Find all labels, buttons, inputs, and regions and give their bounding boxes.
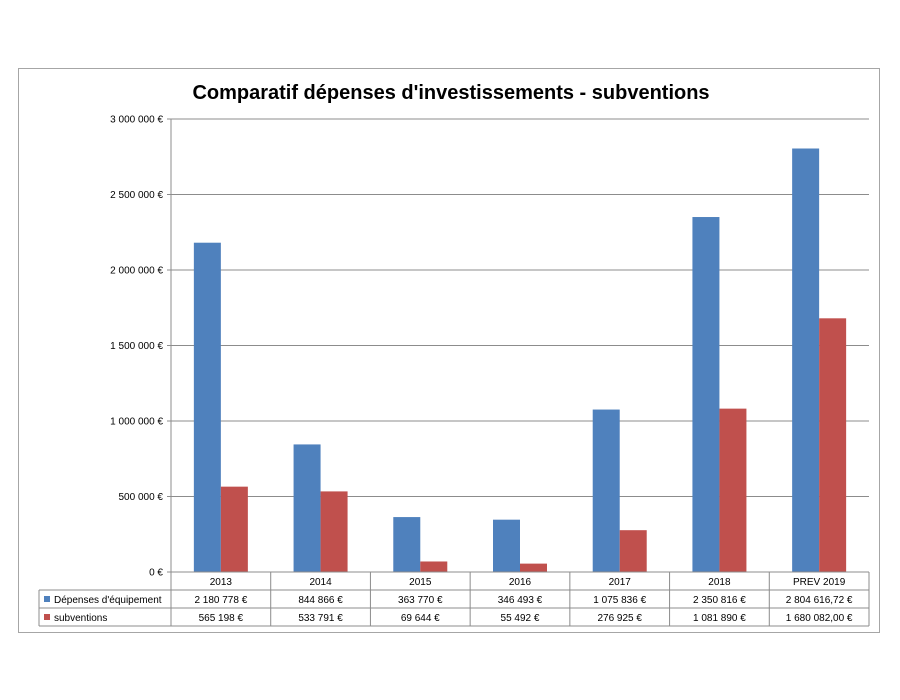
- bar-depenses-equipement: [493, 519, 520, 572]
- gridlines: [171, 118, 869, 497]
- data-label: 533 791 €: [298, 613, 343, 624]
- data-label: 2 804 616,72 €: [786, 595, 853, 606]
- y-tick-label: 500 000 €: [119, 492, 164, 503]
- bar-subventions: [420, 561, 448, 572]
- bar-subventions: [320, 491, 348, 572]
- legend-key: [44, 614, 50, 620]
- data-label: 276 925 €: [597, 613, 642, 624]
- data-label: 2 180 778 €: [194, 595, 247, 606]
- y-tick-label: 1 000 000 €: [110, 417, 163, 428]
- bar-depenses-equipement: [592, 409, 620, 572]
- legend-label: Dépenses d'équipement: [54, 595, 162, 606]
- bar-depenses-equipement: [692, 217, 720, 572]
- y-tick-label: 2 000 000 €: [110, 266, 163, 277]
- data-label: 55 492 €: [501, 613, 540, 624]
- data-label: 363 770 €: [398, 595, 443, 606]
- data-label: 2 350 816 €: [693, 595, 746, 606]
- chart-title: Comparatif dépenses d'investissements - …: [192, 82, 709, 104]
- y-axis: 0 € 500 000 € 1 000 000 € 1 500 000 € 2 000 …: [110, 115, 172, 579]
- bar-subventions: [619, 530, 647, 572]
- bar-depenses-equipement: [293, 444, 321, 572]
- legend-key: [44, 596, 50, 602]
- data-label: 1 081 890 €: [693, 613, 746, 624]
- chart-area: Comparatif dépenses d'investissements - …: [18, 68, 880, 633]
- data-label: 69 644 €: [401, 613, 440, 624]
- bar-subventions: [520, 563, 547, 572]
- y-tick-label: 0 €: [149, 568, 163, 579]
- y-tick-label: 1 500 000 €: [110, 341, 163, 352]
- bar-depenses-equipement: [393, 517, 421, 572]
- data-label: 844 866 €: [298, 595, 343, 606]
- bar-subventions: [719, 408, 747, 572]
- bar-subventions: [819, 318, 847, 572]
- bar-subventions: [220, 486, 248, 572]
- legend-label: subventions: [54, 613, 107, 624]
- x-tick-label: 2016: [509, 577, 532, 588]
- y-tick-label: 3 000 000 €: [110, 115, 163, 126]
- data-label: 346 493 €: [498, 595, 543, 606]
- data-label: 1 680 082,00 €: [786, 613, 853, 624]
- data-label: 565 198 €: [199, 613, 244, 624]
- bars: [193, 148, 847, 572]
- x-tick-label: 2013: [210, 577, 233, 588]
- y-tick-label: 2 500 000 €: [110, 190, 163, 201]
- x-tick-label: 2015: [409, 577, 432, 588]
- data-label: 1 075 836 €: [593, 595, 646, 606]
- chart-svg: Comparatif dépenses d'investissements - …: [38, 82, 870, 627]
- x-tick-label: 2018: [708, 577, 731, 588]
- x-tick-label: 2014: [309, 577, 332, 588]
- bar-depenses-equipement: [193, 242, 221, 572]
- data-table: 2013 2014 2015 2016 2017 2018 PREV 2019 Dépense…: [38, 571, 870, 627]
- x-tick-label: 2017: [609, 577, 632, 588]
- x-tick-label: PREV 2019: [793, 577, 846, 588]
- bar-depenses-equipement: [792, 148, 820, 572]
